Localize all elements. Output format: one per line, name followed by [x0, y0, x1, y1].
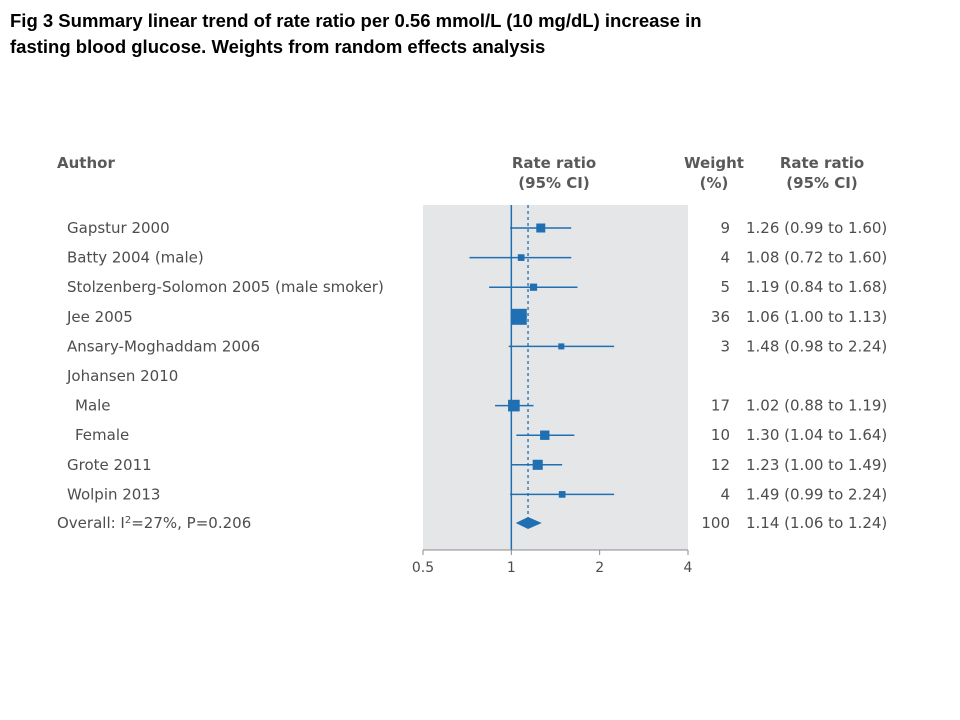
caption-line-2: fasting blood glucose. Weights from rand… [10, 36, 546, 57]
study-weight: 17 [711, 397, 730, 415]
study-label: Jee 2005 [66, 308, 133, 326]
x-tick-label: 4 [684, 560, 693, 576]
study-label: Batty 2004 (male) [67, 249, 204, 267]
study-label: Wolpin 2013 [67, 485, 160, 503]
estimate-marker [558, 491, 566, 498]
rate-ratio-ci-header-2: (95% CI) [786, 174, 857, 192]
study-ci-text: 1.26 (0.99 to 1.60) [746, 219, 887, 237]
estimate-marker [532, 459, 543, 470]
rate-ratio-ci-header-1: Rate ratio [780, 154, 864, 172]
study-label: Gapstur 2000 [67, 219, 170, 237]
estimate-marker [510, 308, 527, 325]
x-tick-label: 0.5 [412, 560, 434, 576]
plot-marks [422, 205, 689, 555]
study-ci-text: 1.49 (0.99 to 2.24) [746, 485, 887, 503]
estimate-marker [536, 223, 546, 233]
x-tick-label: 2 [595, 560, 604, 576]
study-ci-text: 1.08 (0.72 to 1.60) [746, 249, 887, 267]
author-header: Author [57, 154, 115, 172]
study-ci-text: 1.48 (0.98 to 2.24) [746, 337, 887, 355]
overall-weight: 100 [701, 514, 730, 532]
study-weight: 10 [711, 426, 730, 444]
study-weight: 4 [720, 485, 730, 503]
x-tick-label: 1 [507, 560, 516, 576]
study-ci-text: 1.06 (1.00 to 1.13) [746, 308, 887, 326]
overall-diamond [515, 517, 542, 529]
rate-ratio-header-2: (95% CI) [518, 174, 589, 192]
estimate-marker [529, 283, 538, 291]
estimate-marker [558, 343, 565, 350]
caption-line-1: Fig 3 Summary linear trend of rate ratio… [10, 10, 702, 31]
weight-header-1: Weight [684, 154, 744, 172]
study-label: Ansary-Moghaddam 2006 [67, 337, 260, 355]
study-weight: 36 [711, 308, 730, 326]
study-label: Grote 2011 [67, 456, 152, 474]
overall-label: Overall: I2=27%, P=0.206 [57, 514, 251, 532]
study-weight: 5 [720, 278, 730, 296]
estimate-marker [508, 399, 520, 412]
estimate-marker [517, 254, 525, 261]
plot-panel [423, 205, 688, 550]
figure-caption: Fig 3 Summary linear trend of rate ratio… [10, 8, 950, 60]
study-ci-text: 1.19 (0.84 to 1.68) [746, 278, 887, 296]
study-ci-text: 1.02 (0.88 to 1.19) [746, 397, 887, 415]
study-label: Female [75, 426, 129, 444]
study-weight: 9 [720, 219, 730, 237]
rate-ratio-header-1: Rate ratio [512, 154, 596, 172]
study-ci-text: 1.23 (1.00 to 1.49) [746, 456, 887, 474]
study-label: Stolzenberg-Solomon 2005 (male smoker) [67, 278, 384, 296]
study-label: Male [75, 397, 111, 415]
study-label: Johansen 2010 [66, 367, 178, 385]
weight-header-2: (%) [700, 174, 729, 192]
overall-ci-text: 1.14 (1.06 to 1.24) [746, 514, 887, 532]
study-ci-text: 1.30 (1.04 to 1.64) [746, 426, 887, 444]
study-weight: 3 [720, 337, 730, 355]
estimate-marker [540, 430, 550, 440]
study-weight: 4 [720, 249, 730, 267]
study-weight: 12 [711, 456, 730, 474]
